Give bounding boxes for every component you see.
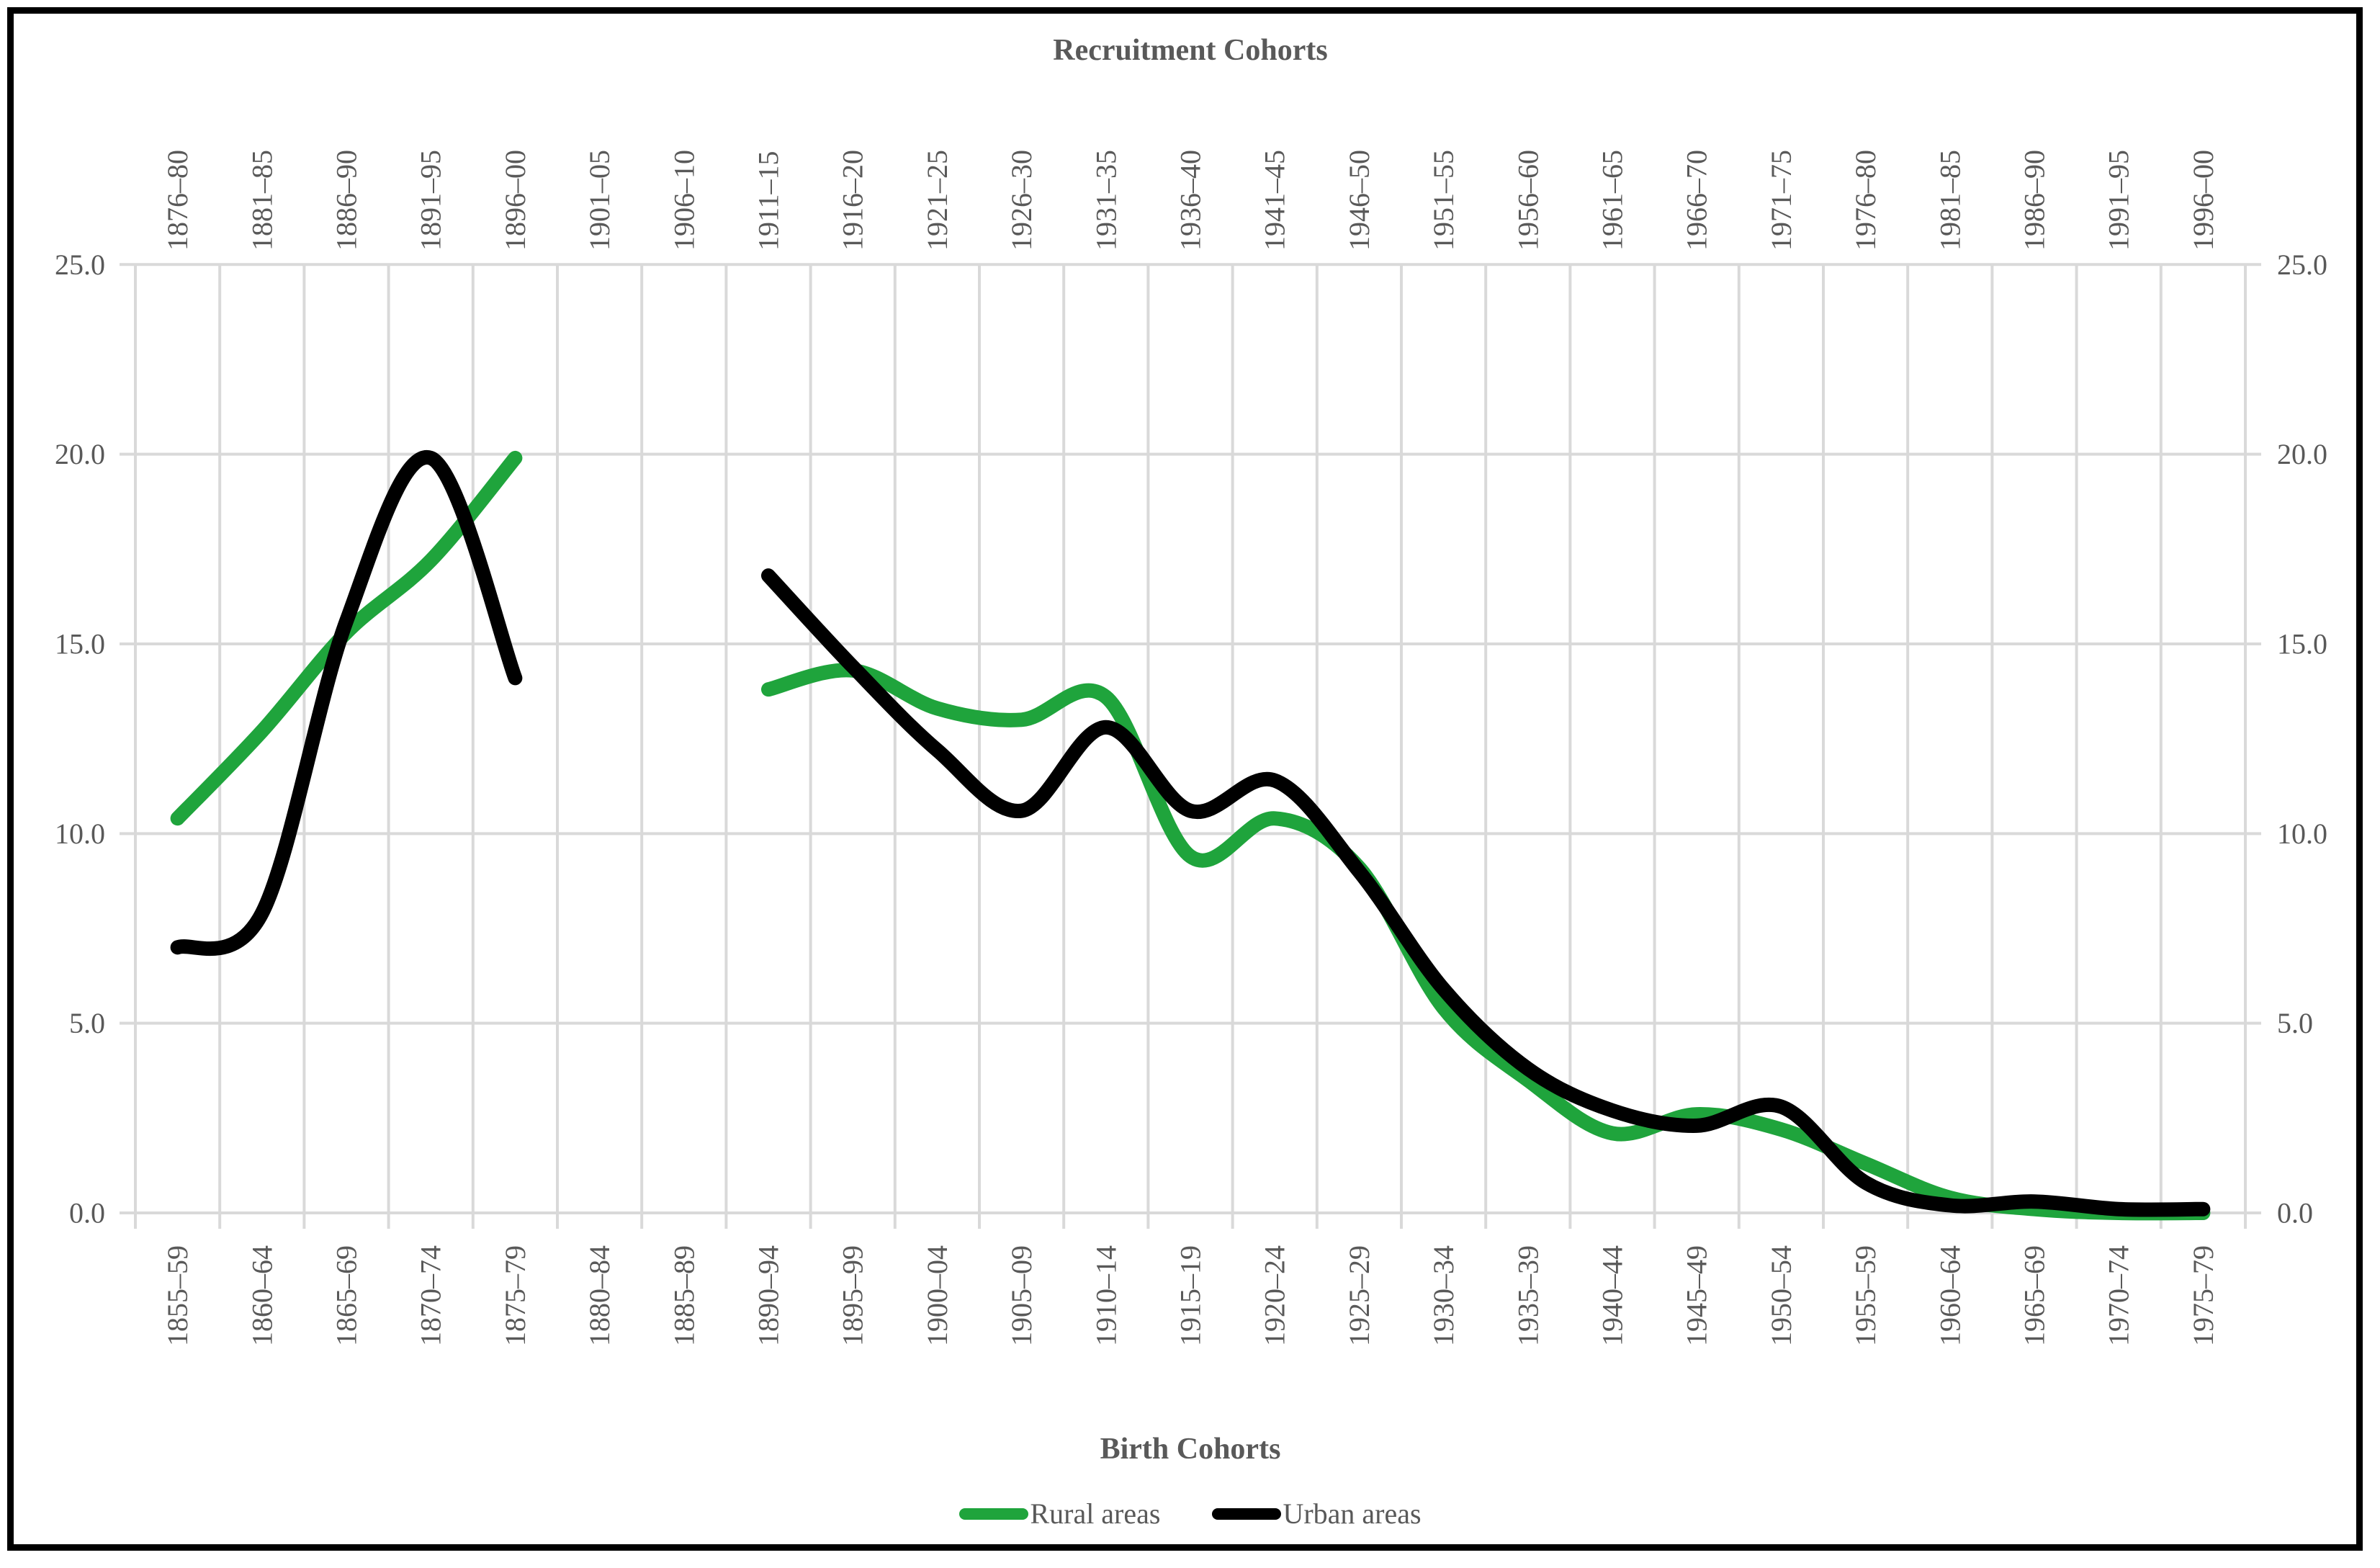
birth-cohorts-title: Birth Cohorts xyxy=(1100,1433,1281,1466)
birth-cohort-tick: 1910–14 xyxy=(1090,1245,1122,1346)
y-axis-tick-right: 15.0 xyxy=(2277,627,2327,660)
recruitment-cohort-tick: 1956–60 xyxy=(1512,150,1544,251)
series-line-urban xyxy=(170,450,523,957)
recruitment-cohort-tick: 1971–75 xyxy=(1765,150,1797,251)
birth-cohort-tick: 1945–49 xyxy=(1681,1245,1713,1346)
birth-cohort-tick: 1965–69 xyxy=(2018,1245,2051,1346)
y-axis-tick-right: 0.0 xyxy=(2277,1197,2313,1229)
birth-cohort-tick: 1880–84 xyxy=(583,1245,616,1346)
y-axis-tick-right: 25.0 xyxy=(2277,248,2327,281)
y-axis-tick-right: 20.0 xyxy=(2277,438,2327,470)
recruitment-cohort-tick: 1931–35 xyxy=(1090,150,1122,251)
birth-cohort-tick: 1900–04 xyxy=(921,1245,953,1346)
recruitment-cohorts-title: Recruitment Cohorts xyxy=(1053,34,1328,67)
y-axis-tick-left: 0.0 xyxy=(69,1197,105,1229)
urban-line-swatch xyxy=(1212,1507,1282,1520)
recruitment-cohort-tick: 1906–10 xyxy=(668,150,700,251)
recruitment-cohort-tick: 1961–65 xyxy=(1597,150,1629,251)
birth-cohort-tick: 1890–94 xyxy=(753,1245,785,1346)
birth-cohort-tick: 1895–99 xyxy=(837,1245,869,1346)
legend-label-urban: Urban areas xyxy=(1283,1497,1422,1530)
birth-cohort-tick: 1915–19 xyxy=(1175,1245,1207,1346)
recruitment-cohort-tick: 1886–90 xyxy=(331,150,363,251)
birth-cohort-tick: 1875–79 xyxy=(499,1245,531,1346)
legend-item-urban: Urban areas xyxy=(1212,1497,1422,1531)
birth-cohort-tick: 1870–74 xyxy=(415,1245,447,1346)
recruitment-cohort-tick: 1896–00 xyxy=(499,150,531,251)
recruitment-cohort-labels: 1876–80 1881–85 1886–90 1891–95 1896–00 1901–… xyxy=(161,150,2219,251)
recruitment-cohort-tick: 1991–95 xyxy=(2103,150,2135,251)
recruitment-cohort-tick: 1946–50 xyxy=(1343,150,1375,251)
y-axis-tick-left: 10.0 xyxy=(55,817,105,850)
recruitment-cohort-tick: 1876–80 xyxy=(161,150,194,251)
y-axis-tick-right: 5.0 xyxy=(2277,1007,2313,1039)
recruitment-cohort-tick: 1881–85 xyxy=(246,150,278,251)
legend-item-rural: Rural areas xyxy=(959,1497,1160,1531)
birth-cohort-tick: 1950–54 xyxy=(1765,1245,1797,1346)
birth-cohort-tick: 1930–34 xyxy=(1427,1245,1460,1346)
birth-cohort-tick: 1955–59 xyxy=(1849,1245,1882,1346)
recruitment-cohort-tick: 1951–55 xyxy=(1427,150,1460,251)
recruitment-cohort-tick: 1936–40 xyxy=(1175,150,1207,251)
y-axis-tick-left: 20.0 xyxy=(55,438,105,470)
series-lines xyxy=(170,450,2211,1221)
recruitment-cohort-tick: 1996–00 xyxy=(2187,150,2219,251)
recruitment-cohort-tick: 1891–95 xyxy=(415,150,447,251)
birth-cohort-tick: 1855–59 xyxy=(161,1245,194,1346)
birth-cohort-tick: 1940–44 xyxy=(1597,1245,1629,1346)
recruitment-cohort-tick: 1921–25 xyxy=(921,150,953,251)
y-axis-tick-right: 10.0 xyxy=(2277,817,2327,850)
y-axis-tick-left: 5.0 xyxy=(69,1007,105,1039)
series-line-urban xyxy=(761,568,2211,1217)
birth-cohort-tick: 1960–64 xyxy=(1934,1245,1966,1346)
gridlines xyxy=(120,263,2261,1229)
recruitment-cohort-tick: 1976–80 xyxy=(1849,150,1882,251)
birth-cohort-tick: 1885–89 xyxy=(668,1245,700,1346)
birth-cohort-tick: 1975–79 xyxy=(2187,1245,2219,1346)
birth-cohort-tick: 1860–64 xyxy=(246,1245,278,1346)
recruitment-cohort-tick: 1986–90 xyxy=(2018,150,2051,251)
birth-cohort-tick: 1925–29 xyxy=(1343,1245,1375,1346)
birth-cohort-tick: 1920–24 xyxy=(1259,1245,1291,1346)
y-axis-tick-left: 15.0 xyxy=(55,627,105,660)
legend-label-rural: Rural areas xyxy=(1030,1497,1161,1530)
recruitment-cohort-tick: 1981–85 xyxy=(1934,150,1966,251)
birth-cohort-tick: 1905–09 xyxy=(1005,1245,1038,1346)
value-axis-labels: 0.0 0.0 5.0 5.0 10.0 10.0 15.0 15.0 20.0 20.0 25.0… xyxy=(55,248,2327,1229)
recruitment-cohort-tick: 1966–70 xyxy=(1681,150,1713,251)
rural-line-swatch xyxy=(959,1507,1029,1520)
birth-cohort-labels: 1855–59 1860–64 1865–69 1870–74 1875–79 1880–… xyxy=(161,1245,2219,1346)
recruitment-cohort-tick: 1941–45 xyxy=(1259,150,1291,251)
birth-cohort-tick: 1865–69 xyxy=(331,1245,363,1346)
birth-cohort-tick: 1935–39 xyxy=(1512,1245,1544,1346)
recruitment-cohort-tick: 1916–20 xyxy=(837,150,869,251)
recruitment-cohort-tick: 1926–30 xyxy=(1005,150,1038,251)
y-axis-tick-left: 25.0 xyxy=(55,248,105,281)
chart-legend: Rural areas Urban areas xyxy=(135,1497,2245,1531)
birth-cohort-tick: 1970–74 xyxy=(2103,1245,2135,1346)
recruitment-cohort-tick: 1901–05 xyxy=(583,150,616,251)
recruitment-cohort-tick: 1911–15 xyxy=(753,151,785,251)
series-line-rural xyxy=(761,663,2211,1221)
